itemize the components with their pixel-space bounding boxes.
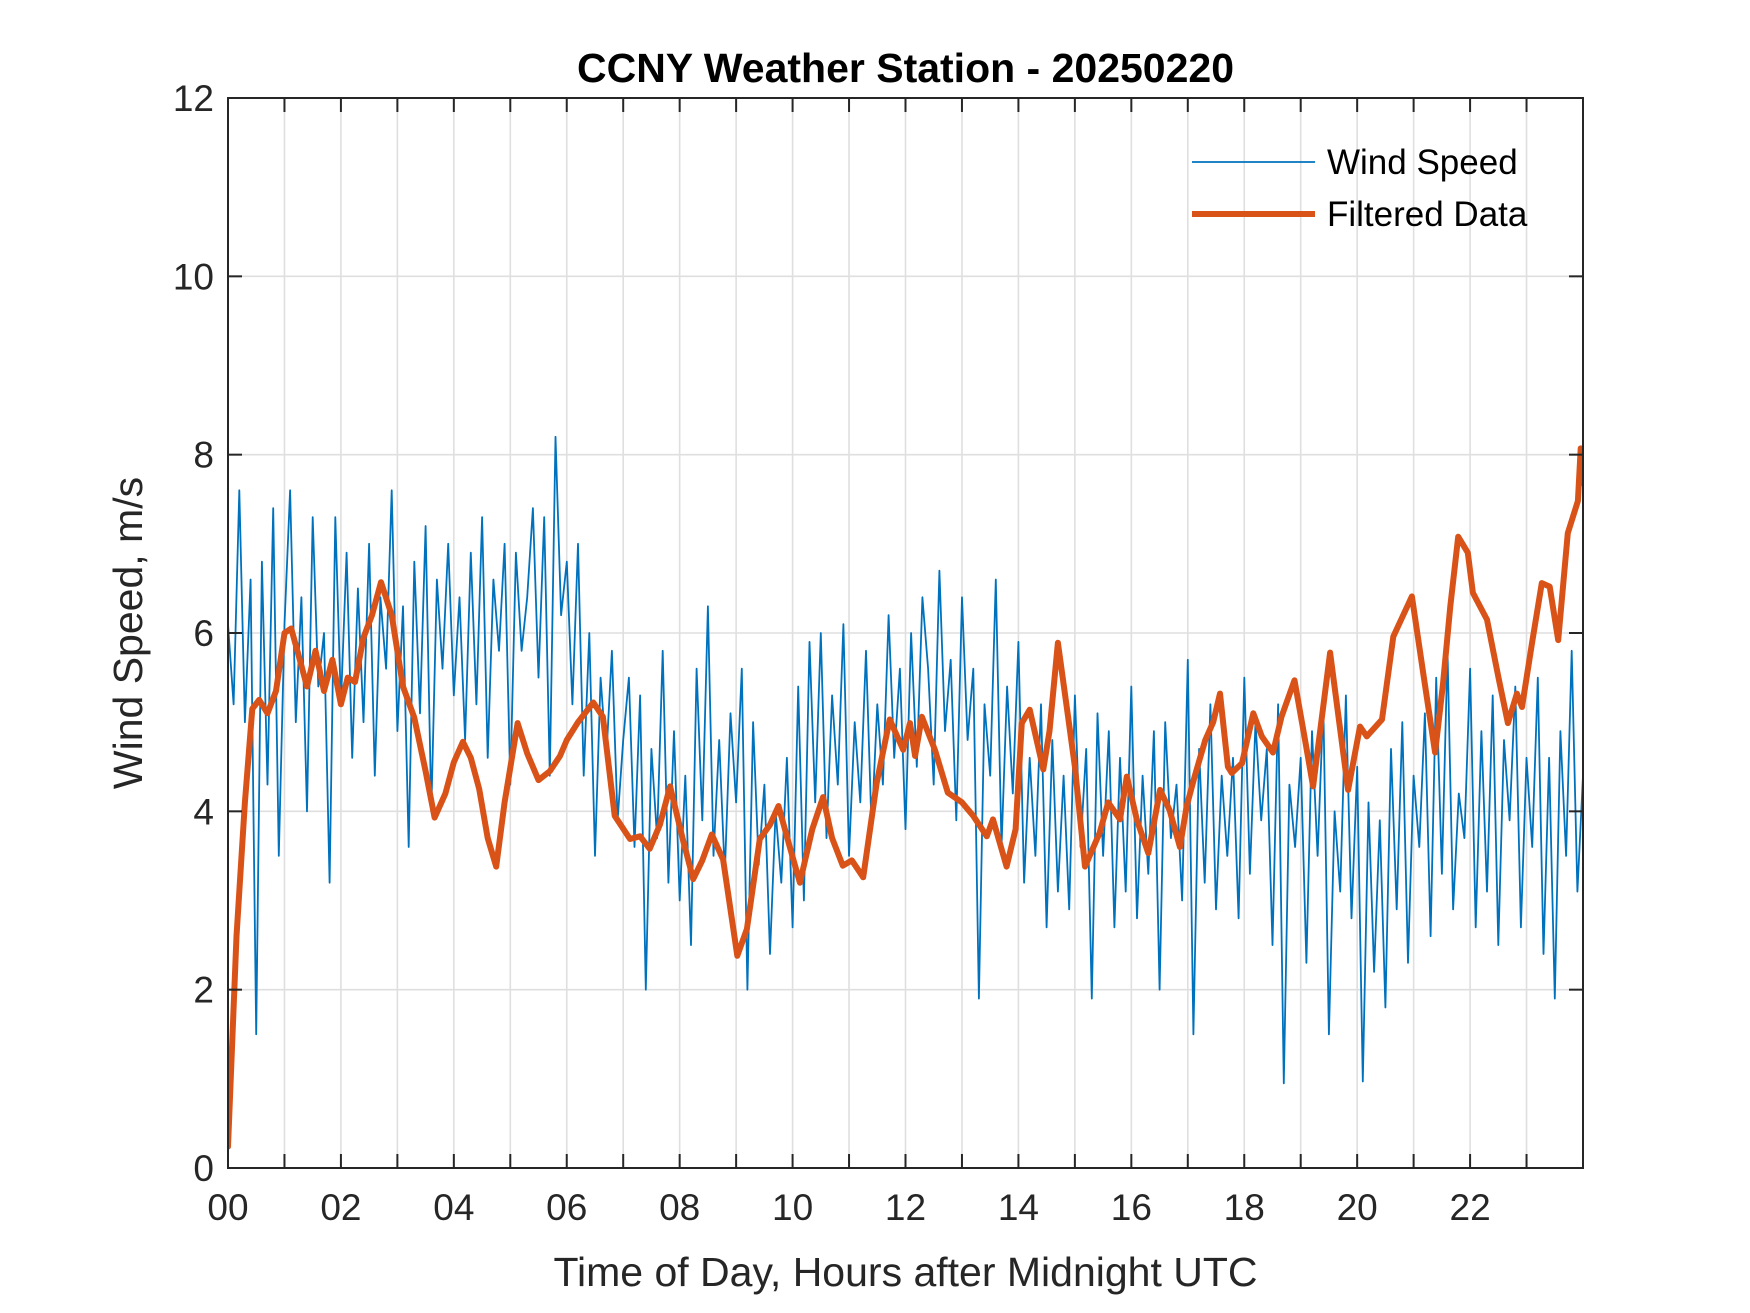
y-tick-label: 0 (193, 1148, 214, 1189)
x-tick-label: 14 (998, 1187, 1039, 1228)
x-tick-label: 00 (207, 1187, 248, 1228)
x-tick-label: 02 (320, 1187, 361, 1228)
y-tick-label: 12 (173, 78, 214, 119)
legend-label-wind-speed: Wind Speed (1327, 143, 1518, 182)
axes-layer (227, 97, 1584, 1169)
x-axis-title: Time of Day, Hours after Midnight UTC (553, 1249, 1257, 1295)
x-tick-label: 22 (1450, 1187, 1491, 1228)
chart-title: CCNY Weather Station - 20250220 (577, 45, 1234, 91)
x-tick-label: 08 (659, 1187, 700, 1228)
y-tick-label: 2 (193, 970, 214, 1011)
x-tick-label: 16 (1111, 1187, 1152, 1228)
y-tick-label: 10 (173, 256, 214, 297)
y-axis-title: Wind Speed, m/s (105, 477, 151, 789)
x-tick-label: 18 (1224, 1187, 1265, 1228)
x-tick-label: 12 (885, 1187, 926, 1228)
series-line-wind-speed (228, 435, 1583, 1085)
x-tick-label: 04 (433, 1187, 474, 1228)
x-tick-label: 20 (1337, 1187, 1378, 1228)
x-tick-label: 06 (546, 1187, 587, 1228)
x-tick-label: 10 (772, 1187, 813, 1228)
legend: Wind Speed Filtered Data (1192, 143, 1528, 234)
y-tick-label: 6 (193, 613, 214, 654)
y-tick-label: 8 (193, 435, 214, 476)
y-tick-label: 4 (193, 791, 214, 832)
series-layer (228, 435, 1583, 1150)
legend-label-filtered-data: Filtered Data (1327, 195, 1528, 234)
series-line-filtered-data (228, 445, 1583, 1150)
